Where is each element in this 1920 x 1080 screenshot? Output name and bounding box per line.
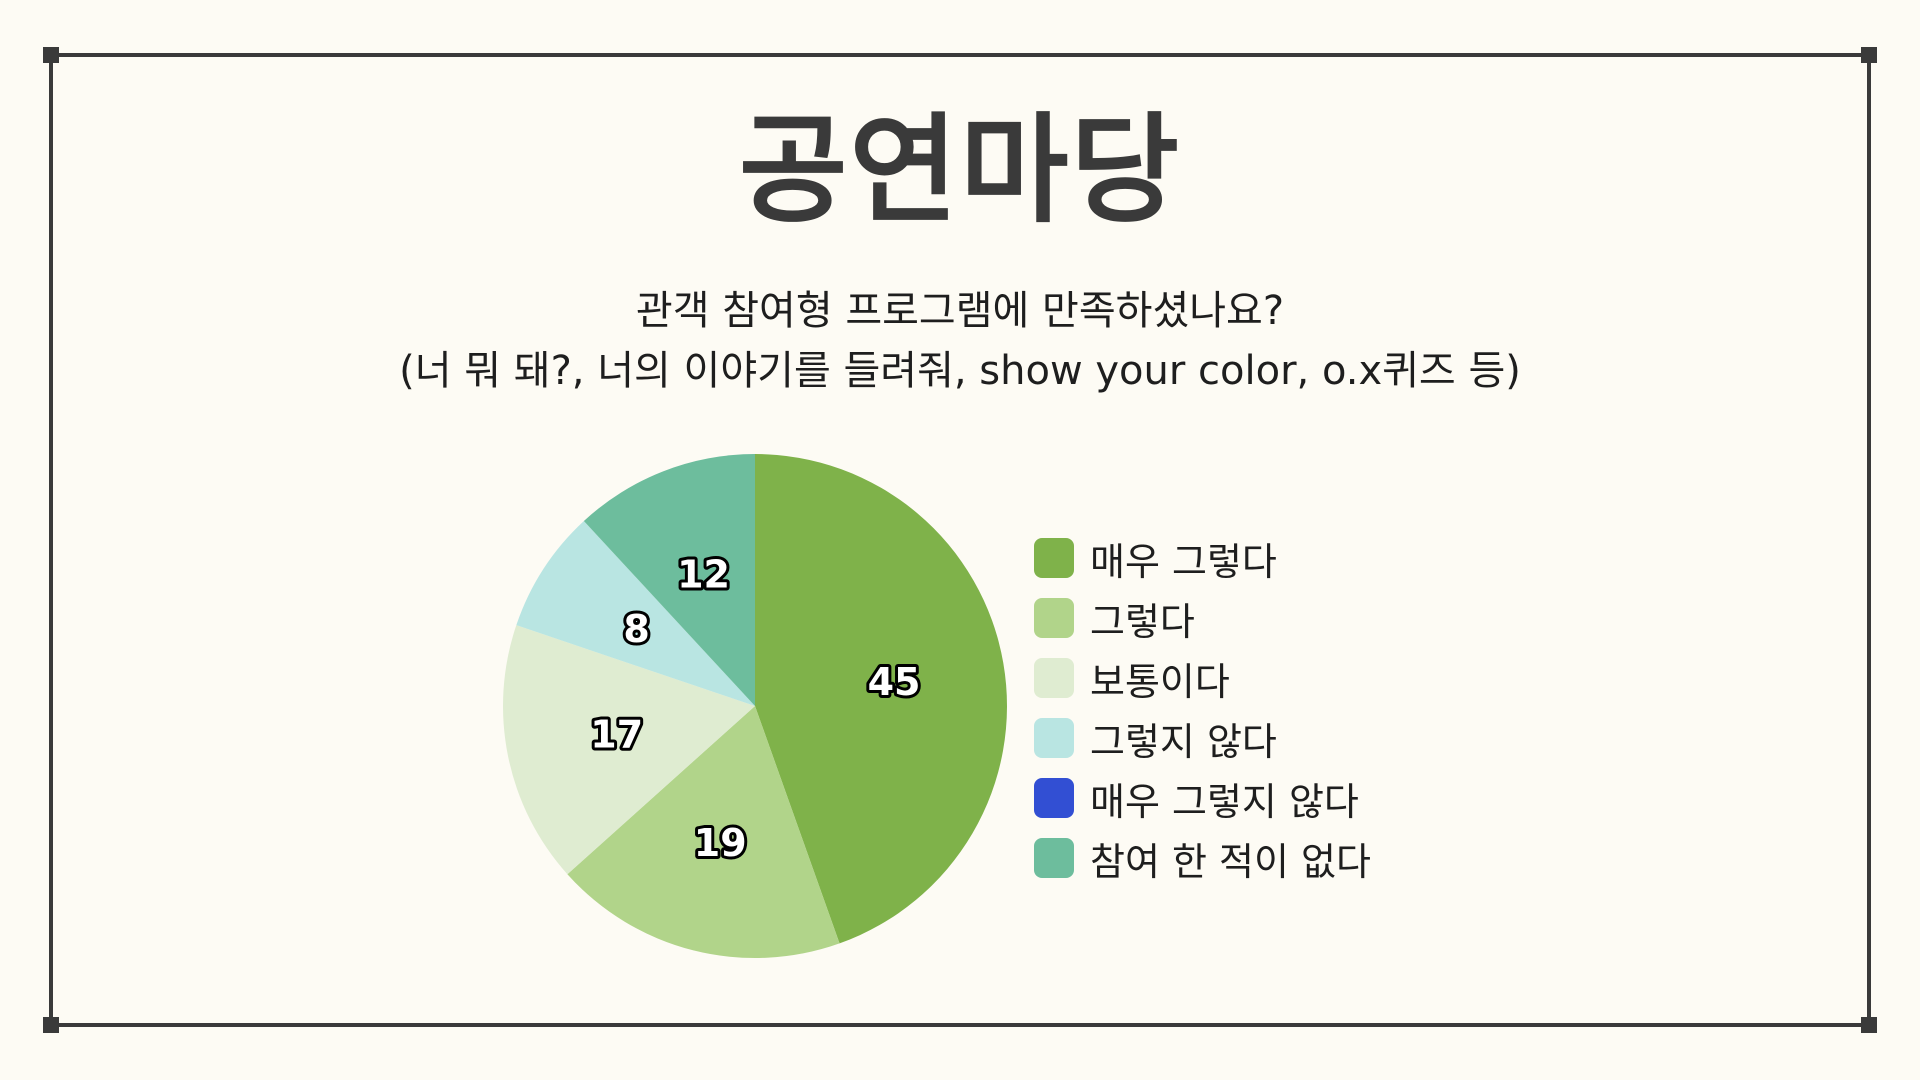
frame-corner-bottom-left	[43, 1017, 59, 1033]
legend-label: 매우 그렇지 않다	[1090, 779, 1359, 824]
legend-item-6: 참여 한 적이 없다	[1034, 828, 1371, 888]
pie-slice-6	[583, 454, 755, 706]
frame-bottom-border	[49, 1023, 1871, 1027]
legend-swatch	[1034, 838, 1074, 878]
pie-slice-4	[516, 521, 755, 706]
pie-data-label-1: 45	[868, 660, 921, 704]
legend-label: 그렇다	[1090, 599, 1195, 644]
legend-item-5: 매우 그렇지 않다	[1034, 768, 1371, 828]
pie-slice-1	[755, 454, 1008, 944]
legend-swatch	[1034, 718, 1074, 758]
legend-label: 매우 그렇다	[1090, 539, 1277, 584]
legend-item-4: 그렇지 않다	[1034, 708, 1371, 768]
pie-slice-2	[567, 706, 840, 959]
frame-corner-top-right	[1861, 47, 1877, 63]
pie-data-label-6: 12	[677, 553, 730, 597]
legend-item-1: 매우 그렇다	[1034, 528, 1371, 588]
pie-data-label-3: 17	[590, 712, 643, 756]
frame-corner-bottom-right	[1861, 1017, 1877, 1033]
frame-top-border	[49, 53, 1871, 57]
pie-data-label-2: 19	[694, 821, 747, 865]
legend-label: 보통이다	[1090, 659, 1230, 704]
frame-left-border	[49, 53, 53, 1027]
legend-swatch	[1034, 538, 1074, 578]
legend-label: 참여 한 적이 없다	[1090, 839, 1371, 884]
legend-label: 그렇지 않다	[1090, 719, 1277, 764]
pie-slice-3	[503, 625, 755, 875]
frame-right-border	[1867, 53, 1871, 1027]
legend-item-2: 그렇다	[1034, 588, 1371, 648]
legend-swatch	[1034, 658, 1074, 698]
frame-corner-top-left	[43, 47, 59, 63]
legend-swatch	[1034, 778, 1074, 818]
survey-question: 관객 참여형 프로그램에 만족하셨나요?	[635, 288, 1285, 334]
legend-item-3: 보통이다	[1034, 648, 1371, 708]
survey-question-examples: (너 뭐 돼?, 너의 이야기를 들려줘, show your color, o…	[399, 348, 1521, 394]
pie-data-label-4: 8	[623, 607, 649, 651]
page-title: 공연마당	[738, 101, 1182, 239]
legend-swatch	[1034, 598, 1074, 638]
